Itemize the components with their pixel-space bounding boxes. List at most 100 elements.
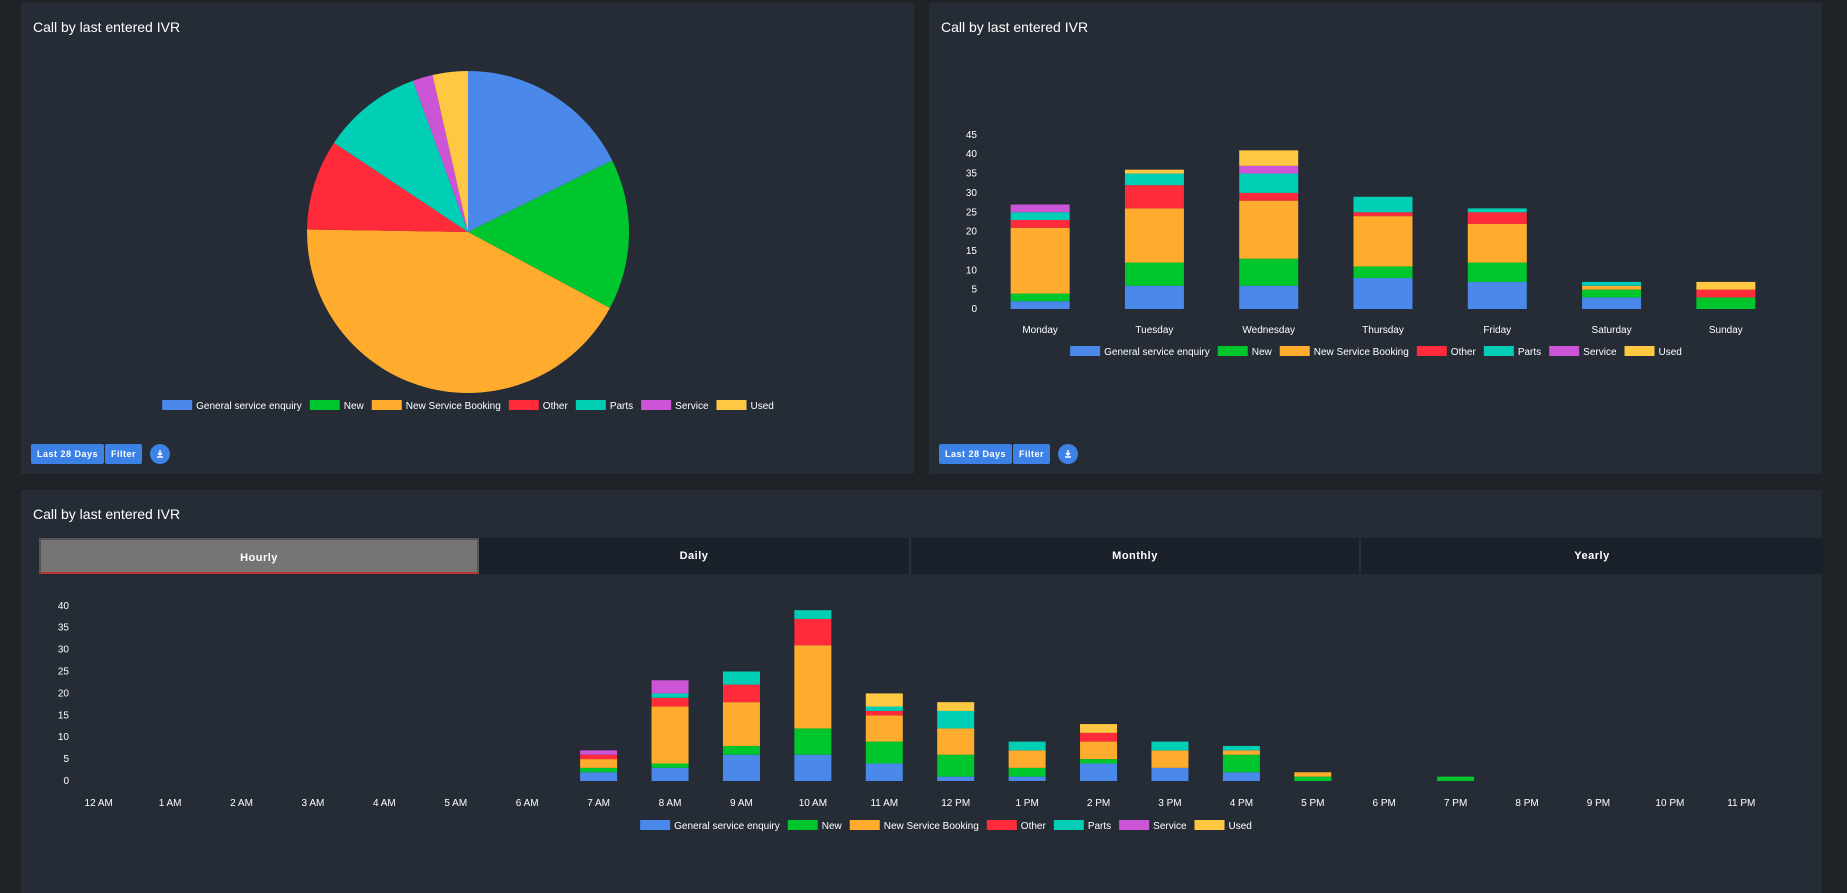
bar-segment-general-service-enquiry: [1467, 281, 1527, 309]
bar-segment-parts: [1222, 745, 1260, 751]
bar-segment-new-service-booking: [1353, 216, 1413, 267]
bar-segment-parts: [1010, 212, 1070, 220]
x-tick-label: 6 AM: [516, 798, 539, 809]
bar-segment-used: [1696, 281, 1756, 290]
bar-segment-parts: [937, 710, 975, 729]
x-tick-label: 8 AM: [659, 798, 682, 809]
x-tick-label: 11 PM: [1727, 798, 1755, 809]
x-tick-label: 11 AM: [870, 798, 898, 809]
bar-segment-new-service-booking: [1080, 741, 1118, 760]
download-button[interactable]: [150, 444, 170, 464]
tab-monthly[interactable]: Monthly: [911, 538, 1361, 574]
legend-swatch-general-service-enquiry: [640, 820, 671, 830]
filter-button[interactable]: Filter: [105, 444, 143, 464]
legend-label-new: New: [344, 401, 365, 412]
filter-button[interactable]: Filter: [1013, 444, 1051, 464]
download-icon: [1065, 450, 1071, 458]
legend-label-service: Service: [675, 401, 709, 412]
date-range-button[interactable]: Last 28 Days: [31, 444, 105, 464]
legend-swatch-new: [309, 400, 340, 410]
pie-slice-used: [432, 71, 468, 232]
legend-label-new-service-booking: New Service Booking: [406, 401, 501, 412]
legend-swatch-new-service-booking: [849, 820, 880, 830]
legend-label-service: Service: [1153, 821, 1187, 832]
y-tick-label: 35: [58, 623, 70, 634]
legend-label-general-service-enquiry: General service enquiry: [196, 401, 302, 412]
x-tick-label: Saturday: [1592, 325, 1632, 336]
bar-segment-new-service-booking: [865, 715, 903, 742]
bar-segment-used: [1239, 150, 1299, 166]
bar-segment-new-service-booking: [937, 728, 975, 755]
bar-segment-parts: [794, 610, 832, 619]
bar-segment-service: [580, 750, 618, 755]
y-tick-label: 30: [966, 188, 978, 199]
y-tick-label: 30: [58, 645, 70, 656]
tab-yearly[interactable]: Yearly: [1361, 538, 1823, 574]
x-tick-label: 7 PM: [1444, 798, 1467, 809]
bar-segment-other: [580, 754, 618, 760]
bar-segment-general-service-enquiry: [1239, 285, 1299, 309]
bar-segment-general-service-enquiry: [1222, 772, 1260, 781]
bar-segment-other: [865, 710, 903, 716]
y-tick-label: 0: [63, 776, 69, 787]
bar-segment-new: [1582, 289, 1642, 298]
x-tick-label: 1 AM: [159, 798, 182, 809]
y-tick-label: 10: [966, 265, 978, 276]
bar-segment-new-service-booking: [1124, 208, 1184, 263]
tab-daily[interactable]: Daily: [479, 538, 911, 574]
legend-swatch-other: [1416, 346, 1447, 356]
y-tick-label: 10: [58, 732, 70, 743]
legend-label-new: New: [1252, 347, 1273, 358]
legend-swatch-parts: [575, 400, 606, 410]
legend-swatch-new: [1217, 346, 1248, 356]
x-tick-label: 2 PM: [1087, 798, 1110, 809]
panel-title: Call by last entered IVR: [33, 506, 181, 522]
bar-segment-used: [1124, 169, 1184, 174]
legend-label-used: Used: [1229, 821, 1252, 832]
legend-swatch-other: [986, 820, 1017, 830]
legend-swatch-new-service-booking: [371, 400, 402, 410]
x-tick-label: 10 PM: [1655, 798, 1684, 809]
date-range-button[interactable]: Last 28 Days: [939, 444, 1013, 464]
bar-segment-new: [794, 728, 832, 755]
tab-hourly[interactable]: Hourly: [39, 538, 479, 574]
bar-segment-new: [1008, 767, 1046, 777]
pie-slice-other: [307, 142, 468, 232]
pie-panel: Call by last entered IVR General service…: [21, 3, 914, 474]
bar-segment-new-service-booking: [1294, 772, 1332, 777]
hourly-bar-chart: 0 5 10 15 20 25 30 35 40 12 AM 1 AM 2 AM 3 AM 4 AM 5 A…: [58, 601, 1756, 832]
bar-segment-new: [722, 745, 760, 755]
legend-label-other: Other: [1021, 821, 1047, 832]
pie-slice-general-service-enquiry: [468, 71, 613, 232]
x-tick-label: Thursday: [1362, 325, 1404, 336]
bar-segment-other: [1010, 219, 1070, 228]
x-tick-label: 3 PM: [1158, 798, 1181, 809]
y-tick-label: 35: [966, 169, 978, 180]
bar-segment-general-service-enquiry: [1151, 767, 1189, 781]
bar-segment-new: [937, 754, 975, 777]
y-tick-label: 25: [966, 207, 978, 218]
legend-swatch-service: [1549, 346, 1580, 356]
bar-segment-new-service-booking: [794, 645, 832, 729]
panel-title: Call by last entered IVR: [941, 19, 1089, 35]
x-tick-label: 4 PM: [1230, 798, 1253, 809]
legend-swatch-new: [787, 820, 818, 830]
x-tick-label: Friday: [1483, 325, 1511, 336]
bar-segment-parts: [1151, 741, 1189, 751]
bar-segment-parts: [1467, 208, 1527, 213]
bar-segment-other: [1467, 212, 1527, 224]
bar-segment-new-service-booking: [580, 759, 618, 768]
download-button[interactable]: [1058, 444, 1078, 464]
bar-segment-new: [1696, 297, 1756, 309]
bar-segment-new-service-booking: [1582, 285, 1642, 290]
bar-segment-general-service-enquiry: [722, 754, 760, 781]
bar-segment-general-service-enquiry: [937, 776, 975, 781]
x-tick-label: Sunday: [1709, 325, 1743, 336]
legend-label-parts: Parts: [610, 401, 633, 412]
legend-label-general-service-enquiry: General service enquiry: [674, 821, 780, 832]
bar-segment-new: [1222, 754, 1260, 773]
y-tick-label: 5: [63, 754, 69, 765]
bar-segment-new: [1294, 776, 1332, 781]
bar-segment-general-service-enquiry: [1008, 776, 1046, 781]
bar-segment-new: [1437, 776, 1475, 781]
